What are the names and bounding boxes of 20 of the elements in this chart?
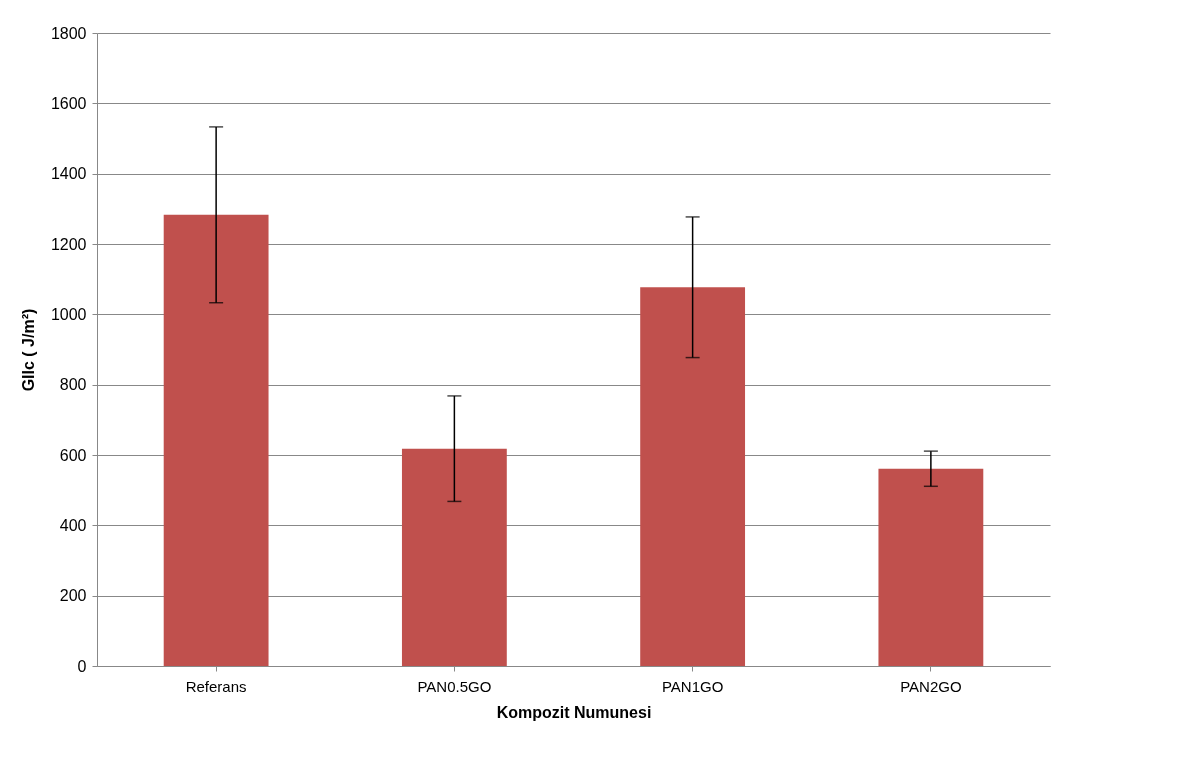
bar — [878, 468, 984, 666]
x-tick-label: Referans — [185, 677, 247, 695]
y-tick-label: 1800 — [50, 24, 87, 42]
y-tick-label: 400 — [59, 516, 87, 534]
x-tick-label: PAN0.5GO — [417, 677, 492, 695]
y-tick-label: 1400 — [50, 165, 87, 183]
y-tick-label: 600 — [59, 446, 87, 464]
bar — [640, 287, 746, 666]
bar — [163, 214, 269, 666]
x-axis-title: Kompozit Numunesi — [496, 703, 652, 721]
y-axis-title: GIIc ( J/m²) — [19, 308, 37, 392]
y-tick-label: 0 — [77, 657, 87, 675]
y-tick-label: 1600 — [50, 94, 87, 112]
y-tick-label: 800 — [59, 376, 87, 394]
y-tick-label: 1000 — [50, 305, 87, 323]
x-tick-label: PAN2GO — [900, 677, 962, 695]
x-tick-label: PAN1GO — [661, 677, 724, 695]
y-tick-label: 200 — [59, 587, 87, 605]
bar — [401, 448, 507, 666]
y-tick-label: 1200 — [50, 235, 87, 253]
